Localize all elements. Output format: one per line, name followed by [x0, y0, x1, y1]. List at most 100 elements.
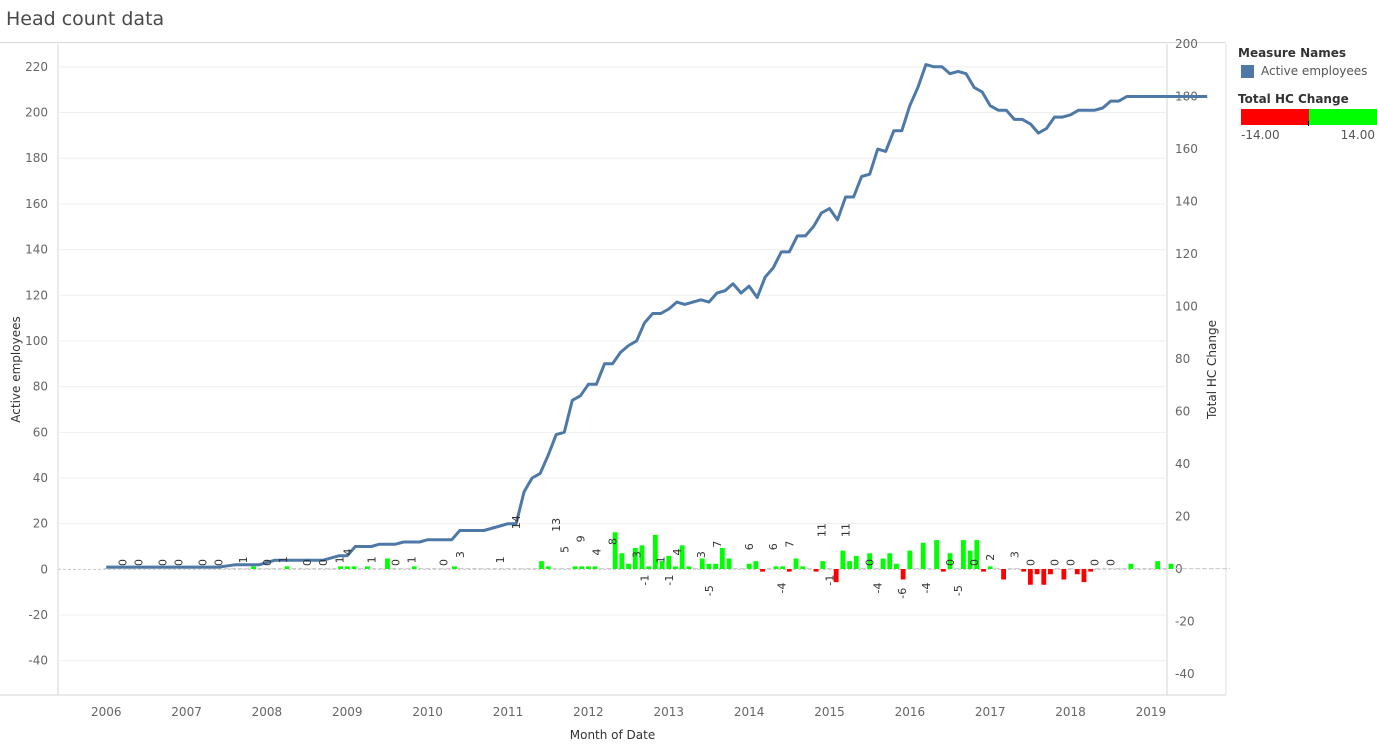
bar	[1128, 563, 1134, 569]
bar	[318, 568, 323, 570]
y2-tick-label: -20	[1175, 615, 1195, 629]
x-tick-label: 2006	[91, 705, 122, 719]
y-tick-label: 120	[25, 288, 48, 302]
bar	[304, 568, 310, 570]
bar	[224, 568, 230, 570]
x-tick-label: 2013	[653, 705, 684, 719]
bar	[311, 568, 317, 570]
hc-scale-midpoint	[1308, 121, 1309, 126]
bar-data-label: 0	[1024, 559, 1037, 566]
x-tick-label: 2015	[814, 705, 845, 719]
bar-data-label: 0	[116, 559, 129, 566]
x-tick-label: 2017	[975, 705, 1006, 719]
bar	[1081, 569, 1087, 583]
bar	[847, 561, 852, 569]
bar	[693, 568, 698, 570]
bar	[706, 563, 712, 569]
bar-data-label: -4	[872, 582, 885, 593]
x-tick-label: 2010	[412, 705, 443, 719]
bar	[813, 569, 819, 572]
bar	[793, 558, 799, 569]
bar	[947, 553, 953, 569]
bar	[840, 550, 846, 569]
bar	[753, 561, 759, 569]
bar-data-label: 1	[655, 556, 668, 563]
bar	[445, 568, 451, 570]
bar-data-label: -6	[896, 588, 909, 599]
y-tick-label: -20	[28, 608, 48, 622]
bar-data-label: 0	[390, 559, 403, 566]
y-tick-label: 20	[33, 517, 48, 531]
y2-tick-label: 40	[1175, 457, 1190, 471]
bar-data-label: 0	[1065, 559, 1078, 566]
active-employees-line	[106, 63, 1208, 569]
legend-panel: Measure Names Active employees Total HC …	[1238, 46, 1377, 142]
bar	[1068, 568, 1073, 570]
bar	[1222, 568, 1228, 570]
bar	[1074, 569, 1080, 575]
bar	[920, 542, 926, 569]
bar	[1021, 569, 1027, 572]
bar-data-label: 0	[1048, 559, 1061, 566]
bar	[612, 532, 618, 569]
bar-data-label: 0	[173, 559, 186, 566]
y-tick-label: -40	[28, 654, 48, 668]
y2-tick-label: 120	[1175, 247, 1198, 261]
y2-tick-label: 140	[1175, 195, 1198, 209]
bar-data-label: 4	[590, 549, 603, 556]
y2-tick-label: 200	[1175, 37, 1198, 51]
bar	[237, 568, 243, 570]
bar	[478, 568, 484, 570]
y-tick-label: 40	[33, 471, 48, 485]
hc-color-scale[interactable]	[1241, 109, 1377, 126]
bar-data-label: 7	[711, 541, 724, 548]
y-axis-title: Active employees	[9, 316, 23, 422]
bar	[887, 553, 893, 569]
bar	[967, 550, 973, 569]
bar	[880, 558, 886, 569]
bar	[371, 568, 377, 570]
bar-data-label: -5	[703, 585, 716, 596]
bar	[512, 568, 518, 570]
legend-item-active-employees[interactable]: Active employees	[1238, 64, 1377, 78]
bar	[458, 568, 464, 570]
bar	[806, 568, 812, 570]
legend-measure-title: Measure Names	[1238, 46, 1347, 60]
bar	[1061, 569, 1067, 580]
x-tick-label: 2011	[493, 705, 524, 719]
bar	[592, 566, 598, 569]
y2-axis-title: Total HC Change	[1205, 320, 1219, 420]
bar	[606, 568, 611, 570]
bar	[954, 568, 960, 570]
bar	[324, 568, 330, 570]
bar	[231, 568, 236, 570]
bar	[1168, 563, 1174, 569]
bar-data-label: 13	[550, 518, 563, 532]
bar-data-label: 1	[406, 556, 419, 563]
bar	[505, 568, 511, 570]
bar-data-label: 0	[156, 559, 169, 566]
bar-data-label: 1	[333, 556, 346, 563]
bar	[666, 555, 672, 569]
bar	[599, 568, 605, 570]
y2-tick-label: -40	[1175, 667, 1195, 681]
bar-data-label: 0	[301, 559, 314, 566]
bar	[619, 553, 625, 569]
y-tick-label: 140	[25, 243, 48, 257]
bar	[773, 566, 779, 569]
bar	[217, 568, 223, 570]
y2-tick-label: 20	[1175, 510, 1190, 524]
bar-data-label: 0	[197, 559, 210, 566]
y-tick-label: 80	[33, 380, 48, 394]
bar	[1108, 568, 1114, 570]
bar	[820, 561, 826, 569]
bar	[452, 566, 457, 569]
bar	[525, 568, 531, 570]
bar	[552, 568, 558, 570]
bar	[914, 568, 919, 570]
y-tick-label: 160	[25, 197, 48, 211]
bar-data-label: 4	[341, 549, 354, 556]
bar	[766, 568, 772, 570]
hc-scale-min: -14.00	[1241, 128, 1280, 142]
bar	[271, 568, 277, 570]
